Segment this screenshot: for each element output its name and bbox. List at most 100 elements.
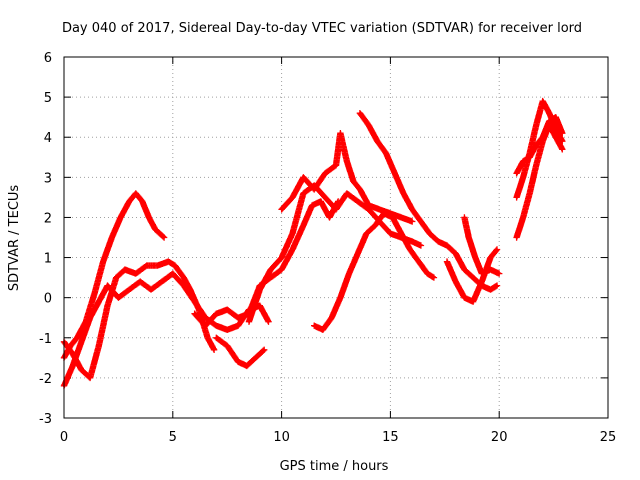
data-series-arc-14 [513, 114, 566, 177]
data-point [402, 192, 405, 195]
data-point [269, 276, 272, 279]
data-point [182, 276, 185, 279]
data-point [302, 176, 305, 179]
data-series-arc-8 [311, 210, 438, 333]
data-point [147, 216, 151, 219]
y-tick-label: 5 [44, 91, 52, 106]
data-series-arc-4 [191, 198, 342, 329]
data-point [128, 288, 131, 291]
data-point [313, 324, 316, 327]
data-point [215, 312, 218, 315]
data-point [432, 276, 436, 279]
x-tick-label: 25 [600, 430, 617, 445]
data-point [154, 228, 157, 231]
data-point [156, 264, 159, 267]
data-point [182, 284, 185, 287]
data-point [534, 164, 538, 167]
data-point [280, 256, 283, 259]
data-point [554, 136, 557, 139]
data-point [561, 132, 564, 135]
data-point [378, 208, 381, 211]
y-tick-label: 2 [44, 211, 52, 226]
data-point [193, 312, 196, 315]
data-point [291, 232, 294, 235]
data-point [347, 272, 351, 275]
data-point [291, 196, 294, 199]
data-series-arc-11 [461, 214, 503, 277]
y-axis-label: SDTVAR / TECUs [7, 185, 22, 292]
data-point [215, 336, 218, 339]
data-point [71, 364, 74, 368]
data-point [389, 232, 392, 235]
x-tick-label: 15 [382, 430, 399, 445]
data-point [80, 368, 83, 372]
data-point [495, 248, 499, 251]
data-point [554, 115, 557, 119]
data-point [204, 324, 207, 327]
data-point [119, 216, 122, 219]
x-tick-label: 20 [491, 430, 508, 445]
data-point [471, 300, 475, 303]
x-tick-label: 5 [169, 430, 177, 445]
data-point [321, 328, 325, 331]
plot-frame [63, 56, 609, 419]
data-point [267, 320, 270, 323]
data-point [471, 276, 475, 279]
data-point [88, 376, 92, 380]
data-point [548, 111, 551, 115]
data-point [554, 128, 557, 131]
data-point [515, 236, 518, 239]
data-point [489, 268, 492, 271]
data-point [123, 268, 127, 271]
y-tick-label: 1 [44, 252, 52, 267]
data-point [236, 324, 240, 327]
data-point [115, 276, 118, 279]
data-point [160, 280, 164, 283]
data-markers [191, 198, 342, 329]
data-point [319, 200, 322, 203]
y-tick-label: -1 [39, 332, 52, 347]
x-axis-label: GPS time / hours [280, 459, 389, 474]
data-point [445, 244, 449, 247]
data-point [269, 268, 272, 271]
data-point [489, 256, 492, 259]
data-point [226, 344, 229, 347]
data-point [226, 328, 229, 331]
y-tick-label: -3 [39, 412, 52, 427]
axis-ticks [63, 56, 609, 419]
data-point [134, 272, 138, 275]
data-point [408, 248, 412, 251]
data-point [489, 288, 492, 291]
data-point [262, 348, 266, 352]
y-tick-label: -2 [39, 372, 52, 387]
data-point [215, 324, 218, 327]
data-point [541, 136, 544, 139]
data-point [173, 264, 177, 267]
data-point [226, 308, 229, 311]
tick-labels: 0 5 10 15 20 25 -3 -2 -1 0 1 2 3 4 5 6 [39, 51, 616, 445]
data-point [358, 111, 362, 115]
data-point [302, 224, 305, 227]
data-point [561, 140, 564, 143]
data-point [419, 244, 423, 247]
data-point [258, 288, 262, 291]
y-tick-label: 3 [44, 171, 52, 186]
data-point [310, 204, 314, 207]
data-point [206, 336, 209, 339]
data-point [149, 288, 153, 291]
data-point [515, 172, 518, 175]
data-point [373, 224, 377, 227]
data-point [106, 304, 109, 307]
data-point [106, 284, 109, 287]
data-point [323, 172, 327, 175]
x-tick-label: 10 [273, 430, 290, 445]
data-point [548, 119, 551, 123]
data-point [236, 360, 240, 364]
data-point [356, 200, 359, 203]
data-point [339, 296, 342, 299]
data-point [445, 260, 449, 263]
data-series-arc-5 [213, 334, 268, 370]
data-point [515, 196, 518, 199]
chart-title: Day 040 of 2017, Sidereal Day-to-day VTE… [62, 21, 582, 36]
